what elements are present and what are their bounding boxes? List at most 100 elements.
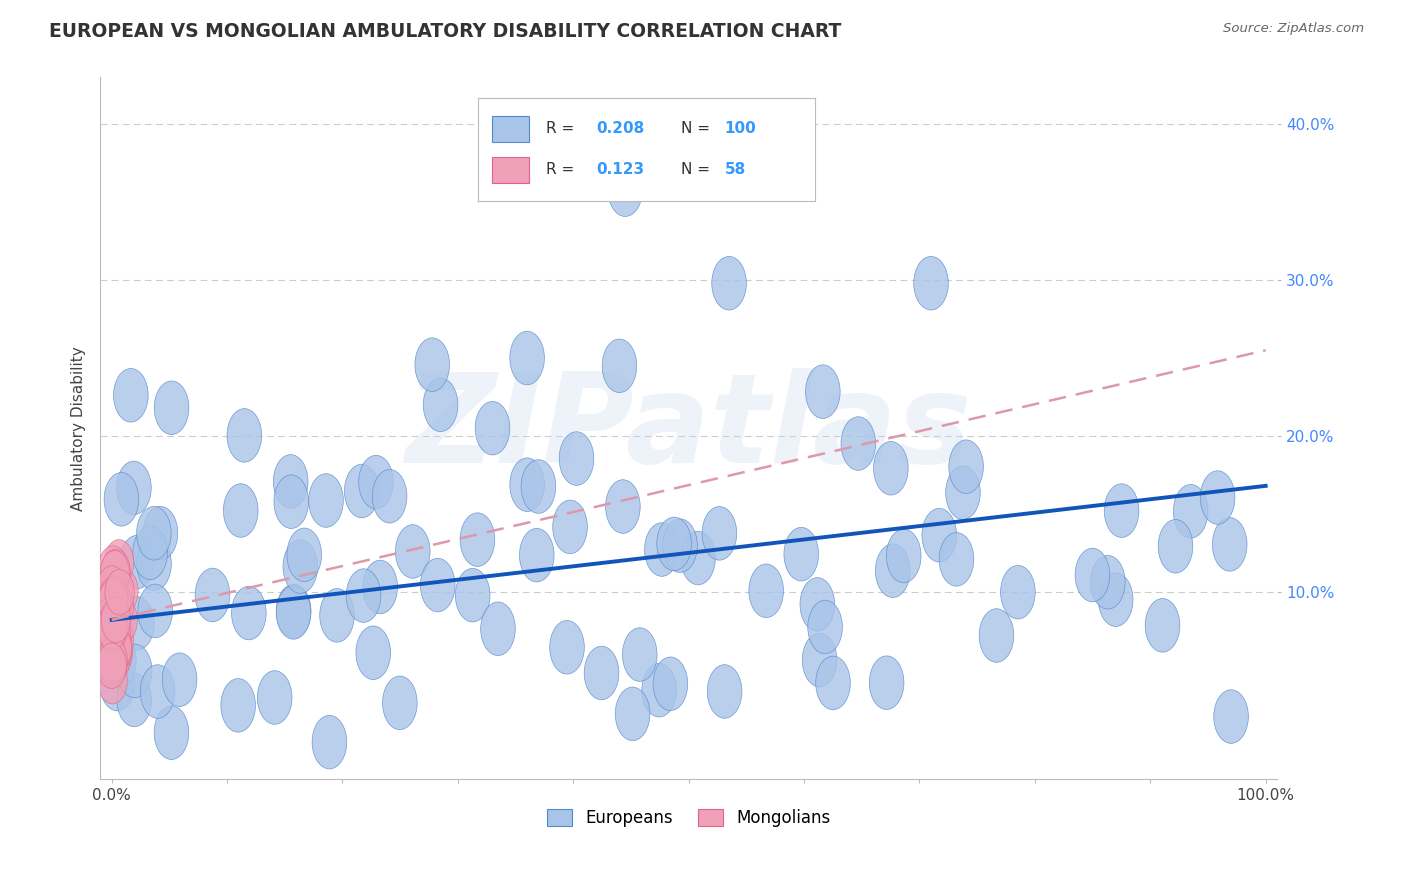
Ellipse shape: [97, 587, 127, 632]
Ellipse shape: [277, 584, 311, 638]
Ellipse shape: [98, 546, 128, 591]
Ellipse shape: [97, 643, 127, 689]
Ellipse shape: [644, 523, 679, 576]
Ellipse shape: [283, 540, 318, 593]
Ellipse shape: [104, 540, 134, 585]
Ellipse shape: [98, 561, 128, 607]
Ellipse shape: [98, 658, 127, 704]
Legend: Europeans, Mongolians: Europeans, Mongolians: [540, 802, 837, 834]
Ellipse shape: [803, 633, 837, 687]
Ellipse shape: [98, 576, 128, 622]
Ellipse shape: [841, 417, 876, 470]
Ellipse shape: [1212, 517, 1247, 571]
Ellipse shape: [456, 568, 489, 622]
Ellipse shape: [132, 526, 167, 580]
Ellipse shape: [876, 544, 910, 598]
Ellipse shape: [550, 621, 585, 674]
Ellipse shape: [195, 568, 229, 622]
Ellipse shape: [105, 569, 135, 615]
Ellipse shape: [510, 331, 544, 384]
Ellipse shape: [657, 517, 692, 571]
Ellipse shape: [100, 598, 129, 643]
Ellipse shape: [108, 598, 138, 643]
Ellipse shape: [101, 597, 131, 642]
Ellipse shape: [1174, 484, 1208, 538]
Ellipse shape: [922, 508, 956, 562]
Ellipse shape: [100, 610, 129, 656]
Ellipse shape: [141, 665, 174, 718]
Ellipse shape: [136, 507, 172, 560]
Text: ZIPatlas: ZIPatlas: [405, 368, 972, 489]
Text: EUROPEAN VS MONGOLIAN AMBULATORY DISABILITY CORRELATION CHART: EUROPEAN VS MONGOLIAN AMBULATORY DISABIL…: [49, 22, 842, 41]
Ellipse shape: [806, 365, 841, 418]
Ellipse shape: [356, 626, 391, 680]
Text: 0.123: 0.123: [596, 162, 644, 178]
Ellipse shape: [585, 646, 619, 700]
Ellipse shape: [155, 381, 188, 434]
Ellipse shape: [98, 559, 128, 605]
Ellipse shape: [415, 338, 450, 392]
Ellipse shape: [103, 567, 132, 613]
Ellipse shape: [100, 581, 129, 626]
Ellipse shape: [100, 572, 129, 617]
Ellipse shape: [143, 507, 177, 560]
Ellipse shape: [101, 549, 131, 595]
Ellipse shape: [98, 606, 128, 651]
Ellipse shape: [98, 579, 128, 624]
Ellipse shape: [979, 608, 1014, 663]
Ellipse shape: [519, 528, 554, 582]
Ellipse shape: [97, 598, 127, 643]
Ellipse shape: [98, 605, 128, 650]
Ellipse shape: [97, 584, 127, 630]
Ellipse shape: [145, 799, 179, 853]
Ellipse shape: [510, 458, 544, 511]
Ellipse shape: [800, 578, 835, 632]
Ellipse shape: [808, 600, 842, 654]
Ellipse shape: [949, 440, 983, 493]
Ellipse shape: [97, 573, 127, 618]
Ellipse shape: [560, 432, 593, 485]
Ellipse shape: [481, 602, 515, 656]
Ellipse shape: [98, 591, 128, 637]
Ellipse shape: [162, 653, 197, 706]
Ellipse shape: [120, 597, 155, 650]
Ellipse shape: [103, 625, 132, 671]
Ellipse shape: [373, 469, 406, 523]
Ellipse shape: [104, 584, 134, 630]
Ellipse shape: [103, 608, 132, 654]
Ellipse shape: [460, 513, 495, 566]
Ellipse shape: [100, 584, 129, 630]
Ellipse shape: [101, 629, 131, 674]
Ellipse shape: [1159, 519, 1192, 573]
Text: 100: 100: [724, 121, 756, 136]
Ellipse shape: [136, 537, 172, 591]
Ellipse shape: [97, 593, 127, 639]
Ellipse shape: [946, 466, 980, 519]
Ellipse shape: [97, 640, 127, 685]
Ellipse shape: [382, 676, 418, 730]
Ellipse shape: [232, 586, 266, 640]
Ellipse shape: [101, 634, 136, 688]
Y-axis label: Ambulatory Disability: Ambulatory Disability: [72, 346, 86, 510]
Ellipse shape: [97, 571, 127, 616]
Ellipse shape: [423, 378, 458, 432]
Ellipse shape: [312, 715, 347, 769]
Ellipse shape: [97, 622, 127, 667]
Ellipse shape: [363, 560, 398, 614]
Ellipse shape: [420, 558, 456, 612]
Ellipse shape: [1091, 556, 1125, 609]
Ellipse shape: [221, 679, 256, 732]
Ellipse shape: [117, 644, 152, 698]
Ellipse shape: [641, 664, 676, 717]
Ellipse shape: [120, 535, 155, 589]
Text: 0.208: 0.208: [596, 121, 644, 136]
Ellipse shape: [103, 626, 132, 672]
Ellipse shape: [226, 409, 262, 462]
Ellipse shape: [914, 256, 948, 310]
Ellipse shape: [101, 580, 131, 625]
Ellipse shape: [101, 612, 131, 657]
Text: 58: 58: [724, 162, 745, 178]
Ellipse shape: [1201, 471, 1234, 524]
Ellipse shape: [97, 601, 127, 647]
Ellipse shape: [276, 586, 311, 640]
